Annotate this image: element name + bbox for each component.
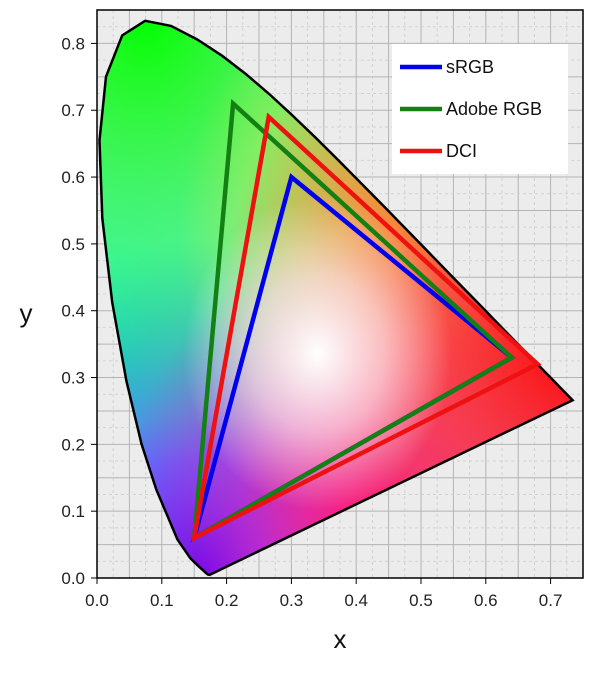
- legend-label: Adobe RGB: [446, 99, 542, 119]
- y-tick-label: 0.7: [61, 101, 85, 120]
- y-tick-label: 0.5: [61, 235, 85, 254]
- plot-frame: [96, 9, 584, 579]
- x-tick-label: 0.1: [150, 591, 174, 610]
- gamut-triangles: [190, 98, 542, 543]
- y-tick-label: 0.4: [61, 302, 85, 321]
- y-tick-label: 0.1: [61, 502, 85, 521]
- legend-label: sRGB: [446, 57, 494, 77]
- x-tick-label: 0.3: [280, 591, 304, 610]
- y-tick-label: 0.6: [61, 168, 85, 187]
- y-tick-label: 0.8: [61, 34, 85, 53]
- legend: sRGB Adobe RGB DCI: [392, 44, 568, 174]
- y-tick-label: 0.0: [61, 569, 85, 588]
- x-tick-label: 0.0: [85, 591, 109, 610]
- x-tick-label: 0.4: [344, 591, 368, 610]
- x-tick-label: 0.6: [474, 591, 498, 610]
- gamut-adobe-rgb: [191, 98, 516, 542]
- x-tick-label: 0.5: [409, 591, 433, 610]
- x-axis-title: x: [334, 624, 347, 654]
- y-tick-label: 0.2: [61, 435, 85, 454]
- x-tick-label: 0.7: [539, 591, 563, 610]
- y-tick-label: 0.3: [61, 369, 85, 388]
- gamut-dci: [191, 112, 542, 542]
- axis-ticks: 0.0 0.1 0.2 0.3 0.4 0.5 0.6 0.7 0.0 0.1 0.2 0.3 0.4 0…: [61, 34, 562, 610]
- spectral-locus: [98, 19, 575, 577]
- x-tick-label: 0.2: [215, 591, 239, 610]
- y-axis-title: y: [20, 298, 33, 328]
- legend-label: DCI: [446, 141, 477, 161]
